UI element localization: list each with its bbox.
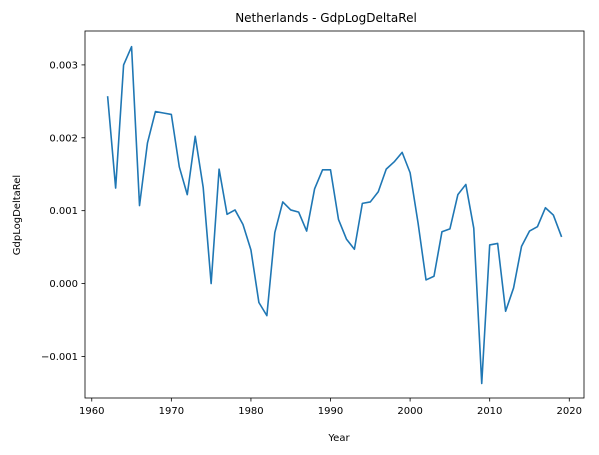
plot-area: [106, 45, 563, 385]
x-tick-label: 1960: [79, 406, 104, 417]
y-tick-label: 0.003: [49, 60, 78, 71]
x-tick-label: 2000: [397, 406, 422, 417]
x-tick-label: 2010: [477, 406, 502, 417]
y-tick-label: −0.001: [41, 352, 78, 363]
x-axis-label: Year: [327, 433, 350, 444]
x-tick-label: 1980: [238, 406, 263, 417]
chart-title: Netherlands - GdpLogDeltaRel: [235, 11, 417, 25]
y-tick-label: 0.000: [49, 279, 78, 290]
y-axis-label: GdpLogDeltaRel: [12, 175, 23, 255]
y-axis: −0.001 0.000 0.001 0.002 0.003: [41, 60, 85, 363]
axes-frame: [84, 30, 585, 399]
series-line: [106, 45, 563, 385]
x-tick-label: 1970: [159, 406, 184, 417]
y-tick-label: 0.002: [49, 133, 78, 144]
y-tick-label: 0.001: [49, 206, 78, 217]
x-axis: 1960 1970 1980 1990 2000 2010 2020: [79, 398, 582, 417]
x-tick-label: 2020: [557, 406, 582, 417]
x-tick-label: 1990: [318, 406, 343, 417]
